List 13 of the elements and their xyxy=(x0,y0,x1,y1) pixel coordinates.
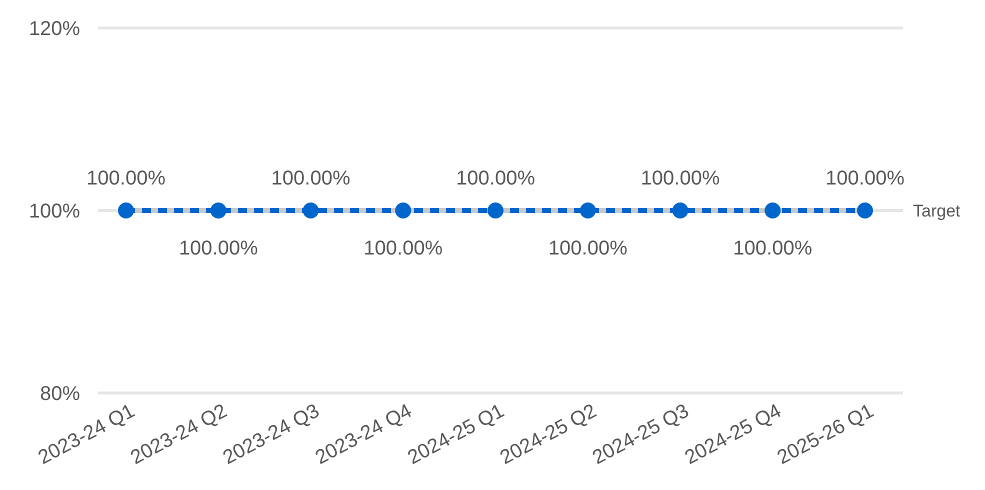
y-tick-label: 80% xyxy=(40,383,80,405)
data-label: 100.00% xyxy=(178,238,258,260)
text: Target xyxy=(913,202,961,220)
data-label: 100.00% xyxy=(86,168,166,190)
data-label: 100.00% xyxy=(826,168,905,190)
data-label: 100.00% xyxy=(640,168,720,190)
y-tick-label: 100% xyxy=(28,200,80,222)
data-label: 100.00% xyxy=(364,238,443,260)
data-label: 100.00% xyxy=(548,238,628,260)
y-tick-label: 120% xyxy=(28,18,80,40)
data-label: 100.00% xyxy=(271,168,350,190)
data-label: 100.00% xyxy=(733,238,812,260)
data-label: 100.00% xyxy=(456,168,536,190)
